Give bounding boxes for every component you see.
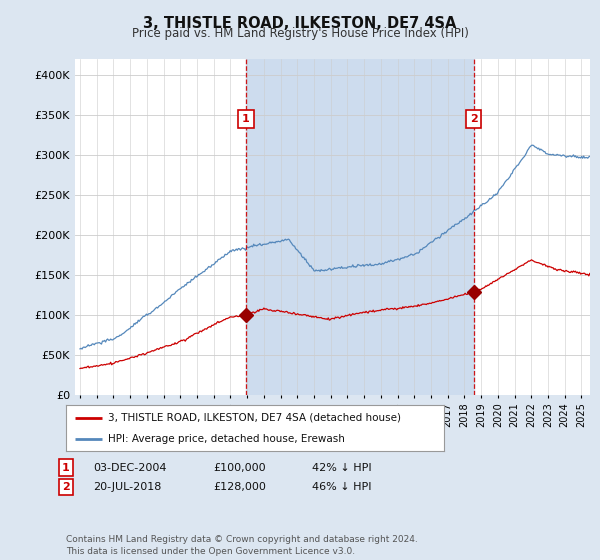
Text: £128,000: £128,000 [213,482,266,492]
Text: 1: 1 [62,463,70,473]
Text: 2: 2 [62,482,70,492]
Text: 2: 2 [470,114,478,124]
Text: 1: 1 [242,114,250,124]
Text: 3, THISTLE ROAD, ILKESTON, DE7 4SA: 3, THISTLE ROAD, ILKESTON, DE7 4SA [143,16,457,31]
Text: 42% ↓ HPI: 42% ↓ HPI [312,463,371,473]
Bar [246,59,473,395]
Text: Price paid vs. HM Land Registry's House Price Index (HPI): Price paid vs. HM Land Registry's House … [131,27,469,40]
Text: HPI: Average price, detached house, Erewash: HPI: Average price, detached house, Erew… [107,435,344,444]
Text: 3, THISTLE ROAD, ILKESTON, DE7 4SA (detached house): 3, THISTLE ROAD, ILKESTON, DE7 4SA (deta… [107,413,401,423]
Text: 03-DEC-2004: 03-DEC-2004 [93,463,167,473]
Text: 20-JUL-2018: 20-JUL-2018 [93,482,161,492]
Text: £100,000: £100,000 [213,463,266,473]
Text: Contains HM Land Registry data © Crown copyright and database right 2024.
This d: Contains HM Land Registry data © Crown c… [66,535,418,556]
Text: 46% ↓ HPI: 46% ↓ HPI [312,482,371,492]
